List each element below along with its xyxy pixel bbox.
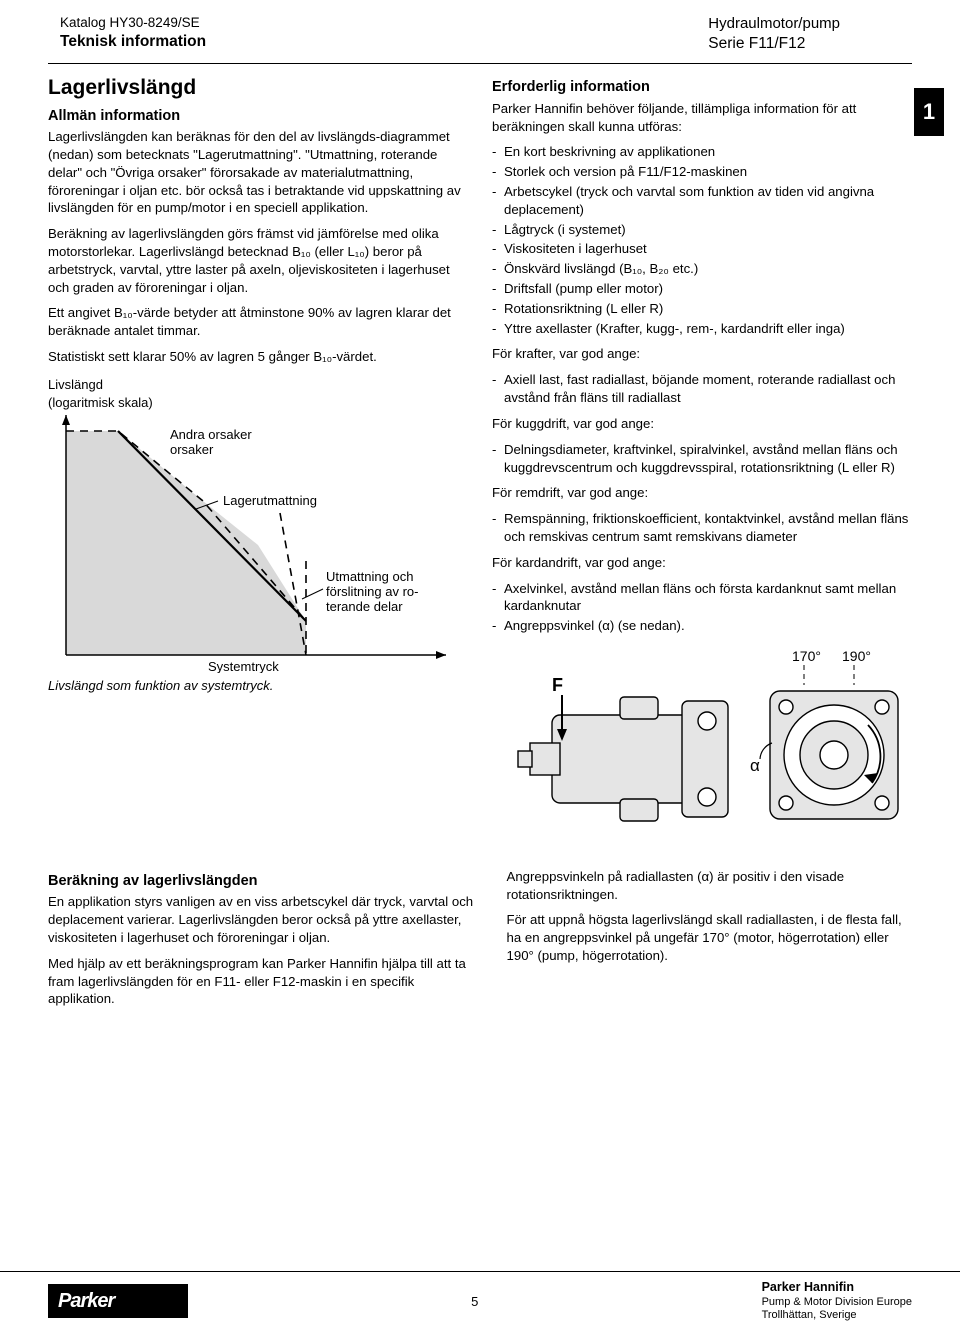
para-2: Beräkning av lagerlivslängden görs främs…	[48, 225, 464, 296]
footer-location: Trollhättan, Sverige	[762, 1309, 912, 1323]
para-6: Med hjälp av ett beräkningsprogram kan P…	[48, 955, 479, 1008]
svg-text:orsaker: orsaker	[170, 442, 214, 457]
parker-logo: Parker	[48, 1284, 188, 1318]
list-item: Rotationsriktning (L eller R)	[492, 300, 912, 318]
cardan-head: För kardandrift, var god ange:	[492, 554, 912, 572]
section-name: Teknisk information	[60, 33, 206, 50]
y-axis-label-2: (logaritmisk skala)	[48, 394, 464, 412]
forces-list: Axiell last, fast radiallast, böjande mo…	[492, 371, 912, 407]
list-item: Yttre axellaster (Krafter, kugg-, rem-, …	[492, 320, 912, 338]
list-item: Önskvärd livslängd (B₁₀, B₂₀ etc.)	[492, 260, 912, 278]
page-title: Lagerlivslängd	[48, 74, 464, 102]
bottom-left-column: Beräkning av lagerlivslängden En applika…	[48, 868, 479, 1016]
list-item: Arbetscykel (tryck och varvtal som funkt…	[492, 183, 912, 219]
motor-figure: 170° 190° F	[492, 643, 912, 858]
required-info-heading: Erforderlig information	[492, 78, 912, 98]
bottom-right-column: Angreppsvinkeln på radiallasten (α) är p…	[507, 868, 912, 1016]
section-tab: 1	[914, 88, 944, 136]
list-item: Storlek och version på F11/F12-maskinen	[492, 163, 912, 181]
svg-text:terande delar: terande delar	[326, 599, 403, 614]
product-name: Hydraulmotor/pump	[708, 14, 840, 34]
label-bearing-fatigue: Lagerutmattning	[223, 493, 317, 508]
angle-190: 190°	[842, 648, 871, 664]
serie-name: Serie F11/F12	[708, 34, 840, 55]
para-1: Lagerlivslängden kan beräknas för den de…	[48, 128, 464, 217]
para-5: En applikation styrs vanligen av en viss…	[48, 893, 479, 946]
angle-para-a: Angreppsvinkeln på radiallasten (α) är p…	[507, 868, 912, 904]
angle-para-b: För att uppnå högsta lagerlivslängd skal…	[507, 911, 912, 964]
required-intro: Parker Hannifin behöver följande, tilläm…	[492, 100, 912, 136]
list-item: Lågtryck (i systemet)	[492, 221, 912, 239]
general-info-heading: Allmän information	[48, 107, 464, 127]
required-list: En kort beskrivning av applikationen Sto…	[492, 143, 912, 337]
page-footer: Parker 5 Parker Hannifin Pump & Motor Di…	[0, 1271, 960, 1323]
y-axis-label-1: Livslängd	[48, 376, 464, 394]
page-header: Katalog HY30-8249/SE Teknisk information…	[0, 0, 960, 61]
life-chart-svg: Andra orsaker orsaker Lagerutmattning Ut…	[48, 413, 448, 673]
header-right: Hydraulmotor/pump Serie F11/F12	[708, 14, 840, 55]
list-item: Angreppsvinkel (α) (se nedan).	[492, 617, 912, 635]
life-chart: Livslängd (logaritmisk skala) Andra orsa…	[48, 376, 464, 695]
para-3: Ett angivet B₁₀-värde betyder att åtmins…	[48, 304, 464, 340]
list-item: Viskositeten i lagerhuset	[492, 240, 912, 258]
cardan-list: Axelvinkel, avstånd mellan fläns och för…	[492, 580, 912, 635]
right-column: Erforderlig information Parker Hannifin …	[492, 74, 912, 858]
header-divider	[48, 63, 912, 64]
catalog-id: Katalog HY30-8249/SE	[60, 14, 206, 32]
header-left: Katalog HY30-8249/SE Teknisk information	[60, 14, 206, 55]
list-item: Driftsfall (pump eller motor)	[492, 280, 912, 298]
gear-list: Delningsdiameter, kraftvinkel, spiralvin…	[492, 441, 912, 477]
svg-text:förslitning av ro-: förslitning av ro-	[326, 584, 418, 599]
page-number: 5	[471, 1293, 478, 1311]
belt-list: Remspänning, friktionskoefficient, konta…	[492, 510, 912, 546]
footer-address: Parker Hannifin Pump & Motor Division Eu…	[762, 1280, 912, 1323]
left-column: Lagerlivslängd Allmän information Lagerl…	[48, 74, 464, 858]
label-other-causes: Andra orsaker	[170, 427, 252, 442]
footer-division: Pump & Motor Division Europe	[762, 1296, 912, 1310]
calc-heading: Beräkning av lagerlivslängden	[48, 872, 479, 892]
list-item: Remspänning, friktionskoefficient, konta…	[492, 510, 912, 546]
list-item: Delningsdiameter, kraftvinkel, spiralvin…	[492, 441, 912, 477]
svg-text:Utmattning och: Utmattning och	[326, 569, 413, 584]
angle-170: 170°	[792, 648, 821, 664]
x-axis-label: Systemtryck	[208, 659, 279, 673]
list-item: Axelvinkel, avstånd mellan fläns och för…	[492, 580, 912, 616]
para-4: Statistiskt sett klarar 50% av lagren 5 …	[48, 348, 464, 366]
gear-head: För kuggdrift, var god ange:	[492, 415, 912, 433]
footer-company: Parker Hannifin	[762, 1280, 912, 1296]
forces-head: För krafter, var god ange:	[492, 345, 912, 363]
force-label: F	[552, 675, 563, 695]
list-item: En kort beskrivning av applikationen	[492, 143, 912, 161]
chart-caption: Livslängd som funktion av systemtryck.	[48, 677, 464, 695]
list-item: Axiell last, fast radiallast, böjande mo…	[492, 371, 912, 407]
belt-head: För remdrift, var god ange:	[492, 484, 912, 502]
alpha-label: α	[750, 756, 760, 775]
motor-svg: 170° 190° F	[492, 643, 912, 853]
